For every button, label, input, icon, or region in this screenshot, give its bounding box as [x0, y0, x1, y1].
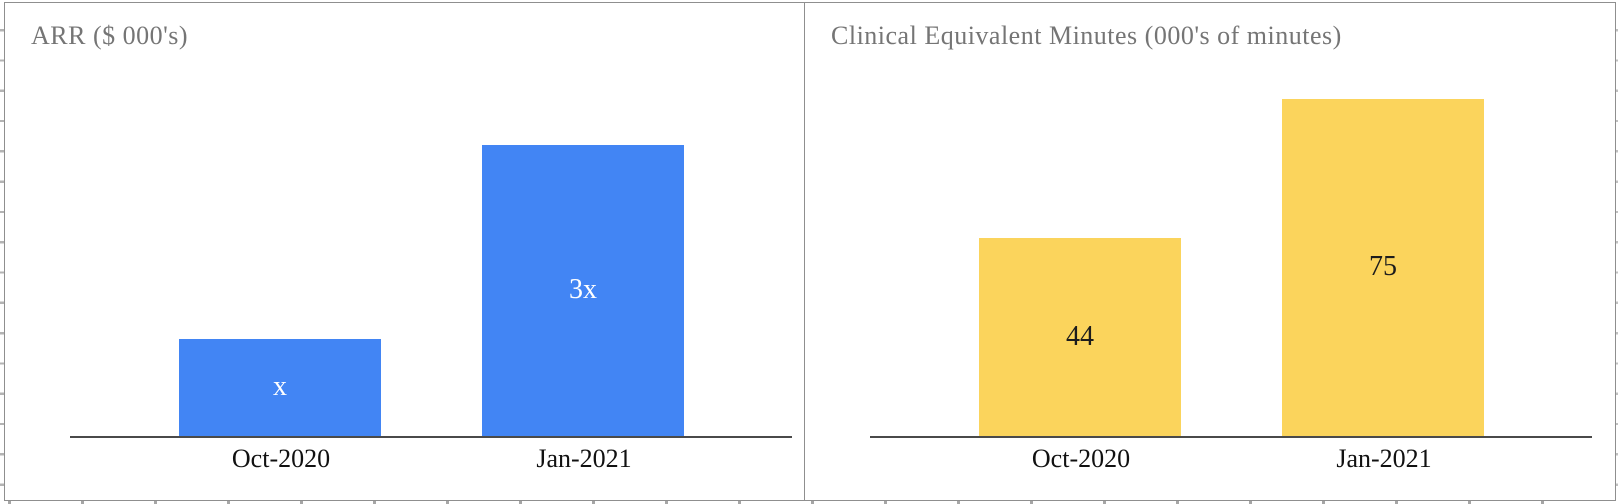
bar-jan-2021: 75: [1282, 98, 1484, 436]
clinical-minutes-chart-panel[interactable]: Clinical Equivalent Minutes (000's of mi…: [804, 2, 1616, 501]
bar-value-label: 44: [1066, 321, 1094, 353]
bar-value-label: 3x: [569, 274, 597, 306]
x-axis-label-oct-2020: Oct-2020: [1031, 444, 1131, 473]
plot-area: 44 75: [805, 72, 1615, 436]
bar-jan-2021: 3x: [482, 144, 684, 436]
arr-chart-panel[interactable]: ARR ($ 000's) x 3x Oct-2020 Jan-2021: [4, 2, 805, 501]
x-axis-label-oct-2020: Oct-2020: [231, 444, 331, 473]
bar-oct-2020: x: [179, 338, 381, 436]
chart-title-arr: ARR ($ 000's): [31, 21, 189, 50]
x-axis-line: [870, 436, 1592, 438]
x-axis-label-jan-2021: Jan-2021: [1336, 444, 1432, 473]
plot-area: x 3x: [5, 72, 804, 436]
x-axis-label-jan-2021: Jan-2021: [536, 444, 632, 473]
bar-oct-2020: 44: [979, 238, 1181, 436]
bar-value-label: 75: [1369, 251, 1397, 283]
spreadsheet-row-ticks-left: [0, 0, 4, 504]
x-axis-line: [70, 436, 792, 438]
bar-value-label: x: [273, 371, 287, 403]
spreadsheet-column-ticks: [0, 500, 1618, 504]
chart-title-clinical-minutes: Clinical Equivalent Minutes (000's of mi…: [831, 21, 1342, 50]
spreadsheet-row-ticks-right: [1615, 0, 1618, 504]
